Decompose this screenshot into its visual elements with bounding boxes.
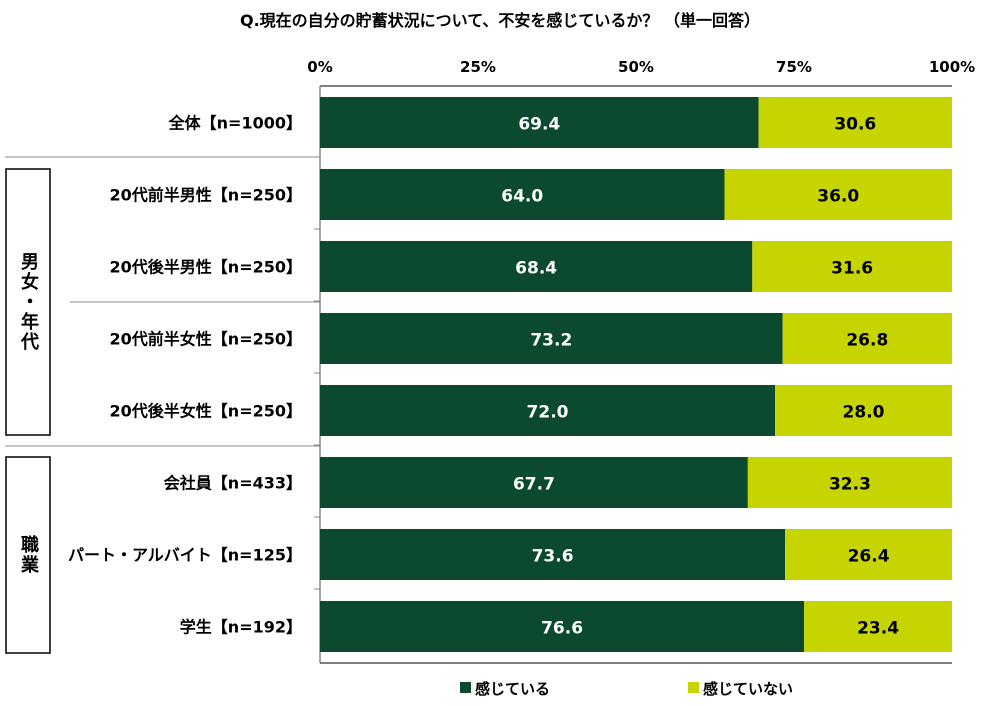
x-tick-label: 25% xyxy=(460,58,496,76)
bar-segment-feel-anxious xyxy=(320,385,776,436)
data-label: 26.8 xyxy=(846,331,888,351)
bar-segment-feel-anxious xyxy=(320,241,753,292)
category-label: 会社員【n=433】 xyxy=(164,474,302,493)
bar-segment-not-anxious xyxy=(747,457,952,508)
bar-segment-feel-anxious xyxy=(320,529,786,580)
bar-segment-feel-anxious xyxy=(320,97,759,148)
bar-segment-feel-anxious xyxy=(320,313,783,364)
bar-segment-not-anxious xyxy=(724,169,952,220)
category-label: 学生【n=192】 xyxy=(180,618,302,637)
group-label-box xyxy=(5,456,51,654)
category-label: 20代後半女性【n=250】 xyxy=(110,402,302,421)
data-label: 30.6 xyxy=(834,115,876,135)
group-label-occupation: 職業 xyxy=(18,535,39,575)
legend-label: 感じていない xyxy=(703,680,793,698)
x-tick-label: 50% xyxy=(618,58,654,76)
x-tick-label: 100% xyxy=(929,58,975,76)
bar-segment-feel-anxious xyxy=(320,169,725,220)
category-label: 全体【n=1000】 xyxy=(168,114,302,133)
bar-segment-not-anxious xyxy=(804,601,952,652)
data-label: 67.7 xyxy=(513,475,555,495)
data-label: 26.4 xyxy=(848,547,890,567)
data-label: 31.6 xyxy=(831,259,873,279)
legend-label: 感じている xyxy=(475,680,550,698)
category-label: 20代後半男性【n=250】 xyxy=(110,258,302,277)
data-label: 32.3 xyxy=(829,475,871,495)
legend-swatch xyxy=(688,682,699,693)
bar-segment-not-anxious xyxy=(775,385,952,436)
bar-segment-not-anxious xyxy=(752,241,952,292)
group-label-box xyxy=(5,168,51,436)
bar-segment-not-anxious xyxy=(782,313,952,364)
data-label: 68.4 xyxy=(515,259,557,279)
bar-segment-not-anxious xyxy=(785,529,952,580)
x-tick-label: 75% xyxy=(776,58,812,76)
category-label: 20代前半男性【n=250】 xyxy=(110,186,302,205)
group-label-gender-age: 男女・年代 xyxy=(18,252,39,352)
bar-segment-not-anxious xyxy=(758,97,952,148)
data-label: 36.0 xyxy=(817,187,859,207)
data-label: 64.0 xyxy=(501,187,543,207)
data-label: 23.4 xyxy=(857,619,899,639)
data-label: 73.6 xyxy=(532,547,574,567)
data-label: 28.0 xyxy=(843,403,885,423)
data-label: 76.6 xyxy=(541,619,583,639)
data-label: 73.2 xyxy=(530,331,572,351)
x-tick-label: 0% xyxy=(307,58,332,76)
legend-swatch xyxy=(460,682,471,693)
data-label: 69.4 xyxy=(518,115,560,135)
bar-segment-feel-anxious xyxy=(320,601,805,652)
bar-segment-feel-anxious xyxy=(320,457,748,508)
category-label: パート・アルバイト【n=125】 xyxy=(68,546,302,565)
category-label: 20代前半女性【n=250】 xyxy=(110,330,302,349)
chart-title: Q.現在の自分の貯蓄状況について、不安を感じているか？ （単一回答） xyxy=(240,11,760,30)
data-label: 72.0 xyxy=(527,403,569,423)
